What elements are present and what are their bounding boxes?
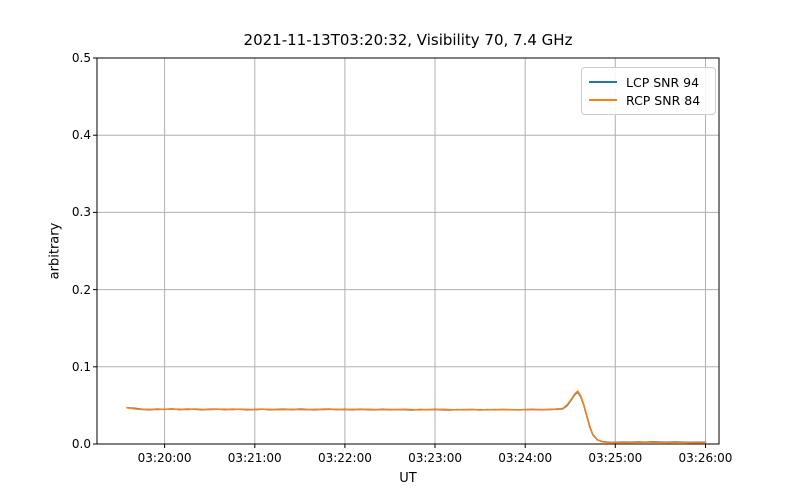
x-tick-label: 03:21:00 — [227, 451, 282, 465]
x-tick-label: 03:25:00 — [588, 451, 643, 465]
lcp-line-swatch — [589, 81, 617, 83]
chart-title: 2021-11-13T03:20:32, Visibility 70, 7.4 … — [243, 31, 573, 49]
y-tick-label: 0.2 — [71, 282, 91, 297]
y-tick-label: 0.3 — [71, 205, 91, 220]
legend-label-rcp: RCP SNR 84 — [626, 92, 701, 108]
x-tick-label: 03:20:00 — [137, 451, 192, 465]
series-line-lcp — [126, 391, 707, 444]
series-line-rcp — [126, 390, 707, 444]
legend-label-lcp: LCP SNR 94 — [626, 74, 700, 90]
y-tick-label: 0.4 — [71, 128, 91, 143]
y-tick-label: 0.1 — [71, 359, 91, 374]
legend-item-rcp: RCP SNR 84 — [589, 91, 707, 109]
x-tick-label: 03:26:00 — [678, 451, 733, 465]
y-tick-label: 0.5 — [71, 51, 91, 65]
x-axis-label: UT — [399, 471, 417, 486]
legend: LCP SNR 94 RCP SNR 84 — [581, 67, 716, 115]
x-tick-label: 03:22:00 — [317, 451, 372, 465]
x-tick-label: 03:24:00 — [498, 451, 553, 465]
y-axis-label: arbitrary — [47, 222, 63, 280]
plot-spines — [96, 57, 720, 445]
legend-item-lcp: LCP SNR 94 — [589, 73, 707, 91]
rcp-line-swatch — [589, 99, 617, 101]
y-tick-label: 0.0 — [71, 437, 91, 451]
x-tick-label: 03:23:00 — [408, 451, 462, 465]
